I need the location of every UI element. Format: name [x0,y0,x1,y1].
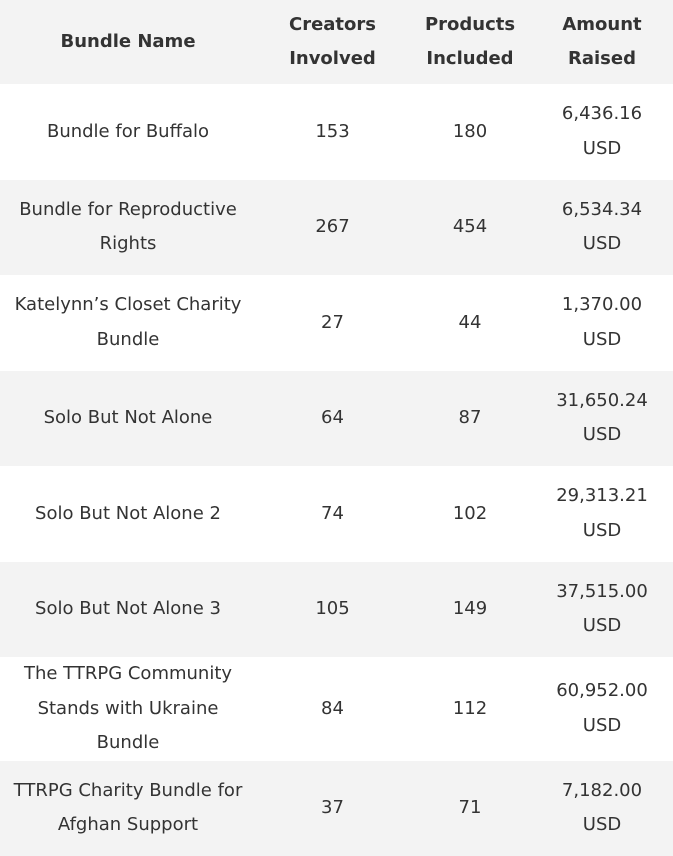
table-row: The TTRPG Community Stands with Ukraine … [0,657,673,761]
header-bundle-name-label: Bundle Name [60,31,195,52]
amount-value: 29,313.21 [537,479,667,514]
amount-currency: USD [537,514,667,549]
table-row: Solo But Not Alone 2 74 102 29,313.21 US… [0,466,673,562]
amount-value: 7,182.00 [537,774,667,809]
amount-currency: USD [537,709,667,744]
amount-currency: USD [537,609,667,644]
amount-cell: 60,952.00 USD [531,657,673,761]
products-cell: 87 [409,371,531,467]
products-cell: 454 [409,180,531,276]
amount-currency: USD [537,227,667,262]
bundle-name-cell: Solo But Not Alone 2 [0,466,256,562]
amount-value: 6,436.16 [537,97,667,132]
table-row: Bundle for Reproductive Rights 267 454 6… [0,180,673,276]
header-products-line2: Included [415,42,525,76]
bundle-name-cell: Bundle for Buffalo [0,84,256,180]
bundle-name-cell: Katelynn’s Closet Charity Bundle [0,275,256,371]
amount-value: 60,952.00 [537,674,667,709]
creators-cell: 84 [256,657,409,761]
header-creators-line2: Involved [262,42,403,76]
amount-cell: 37,515.00 USD [531,562,673,658]
amount-value: 31,650.24 [537,384,667,419]
table-row: Solo But Not Alone 64 87 31,650.24 USD [0,371,673,467]
header-row: Bundle Name Creators Involved Products I… [0,0,673,84]
products-cell: 44 [409,275,531,371]
products-cell: 180 [409,84,531,180]
creators-cell: 64 [256,371,409,467]
header-bundle-name: Bundle Name [0,0,256,84]
amount-cell: 31,650.24 USD [531,371,673,467]
amount-value: 1,370.00 [537,288,667,323]
header-creators-line1: Creators [262,8,403,42]
header-products-included: Products Included [409,0,531,84]
header-amount-raised: Amount Raised [531,0,673,84]
amount-currency: USD [537,808,667,843]
creators-cell: 267 [256,180,409,276]
products-cell: 102 [409,466,531,562]
amount-cell: 1,370.00 USD [531,275,673,371]
table-row: Solo But Not Alone 3 105 149 37,515.00 U… [0,562,673,658]
bundle-name-cell: TTRPG Charity Bundle for Afghan Support [0,761,256,856]
products-cell: 71 [409,761,531,856]
table-row: Katelynn’s Closet Charity Bundle 27 44 1… [0,275,673,371]
amount-cell: 6,534.34 USD [531,180,673,276]
products-cell: 149 [409,562,531,658]
amount-value: 6,534.34 [537,193,667,228]
table-body: Bundle for Buffalo 153 180 6,436.16 USD … [0,84,673,856]
table-row: Bundle for Buffalo 153 180 6,436.16 USD [0,84,673,180]
creators-cell: 153 [256,84,409,180]
amount-currency: USD [537,132,667,167]
header-amount-line1: Amount [537,8,667,42]
amount-currency: USD [537,323,667,358]
creators-cell: 74 [256,466,409,562]
bundle-name-cell: Bundle for Reproductive Rights [0,180,256,276]
amount-cell: 6,436.16 USD [531,84,673,180]
creators-cell: 27 [256,275,409,371]
creators-cell: 37 [256,761,409,856]
header-creators-involved: Creators Involved [256,0,409,84]
bundle-name-cell: Solo But Not Alone [0,371,256,467]
header-products-line1: Products [415,8,525,42]
amount-value: 37,515.00 [537,575,667,610]
products-cell: 112 [409,657,531,761]
header-amount-line2: Raised [537,42,667,76]
table-header: Bundle Name Creators Involved Products I… [0,0,673,84]
bundle-name-cell: Solo But Not Alone 3 [0,562,256,658]
creators-cell: 105 [256,562,409,658]
amount-currency: USD [537,418,667,453]
amount-cell: 7,182.00 USD [531,761,673,856]
bundle-name-cell: The TTRPG Community Stands with Ukraine … [0,657,256,761]
table-row: TTRPG Charity Bundle for Afghan Support … [0,761,673,856]
amount-cell: 29,313.21 USD [531,466,673,562]
